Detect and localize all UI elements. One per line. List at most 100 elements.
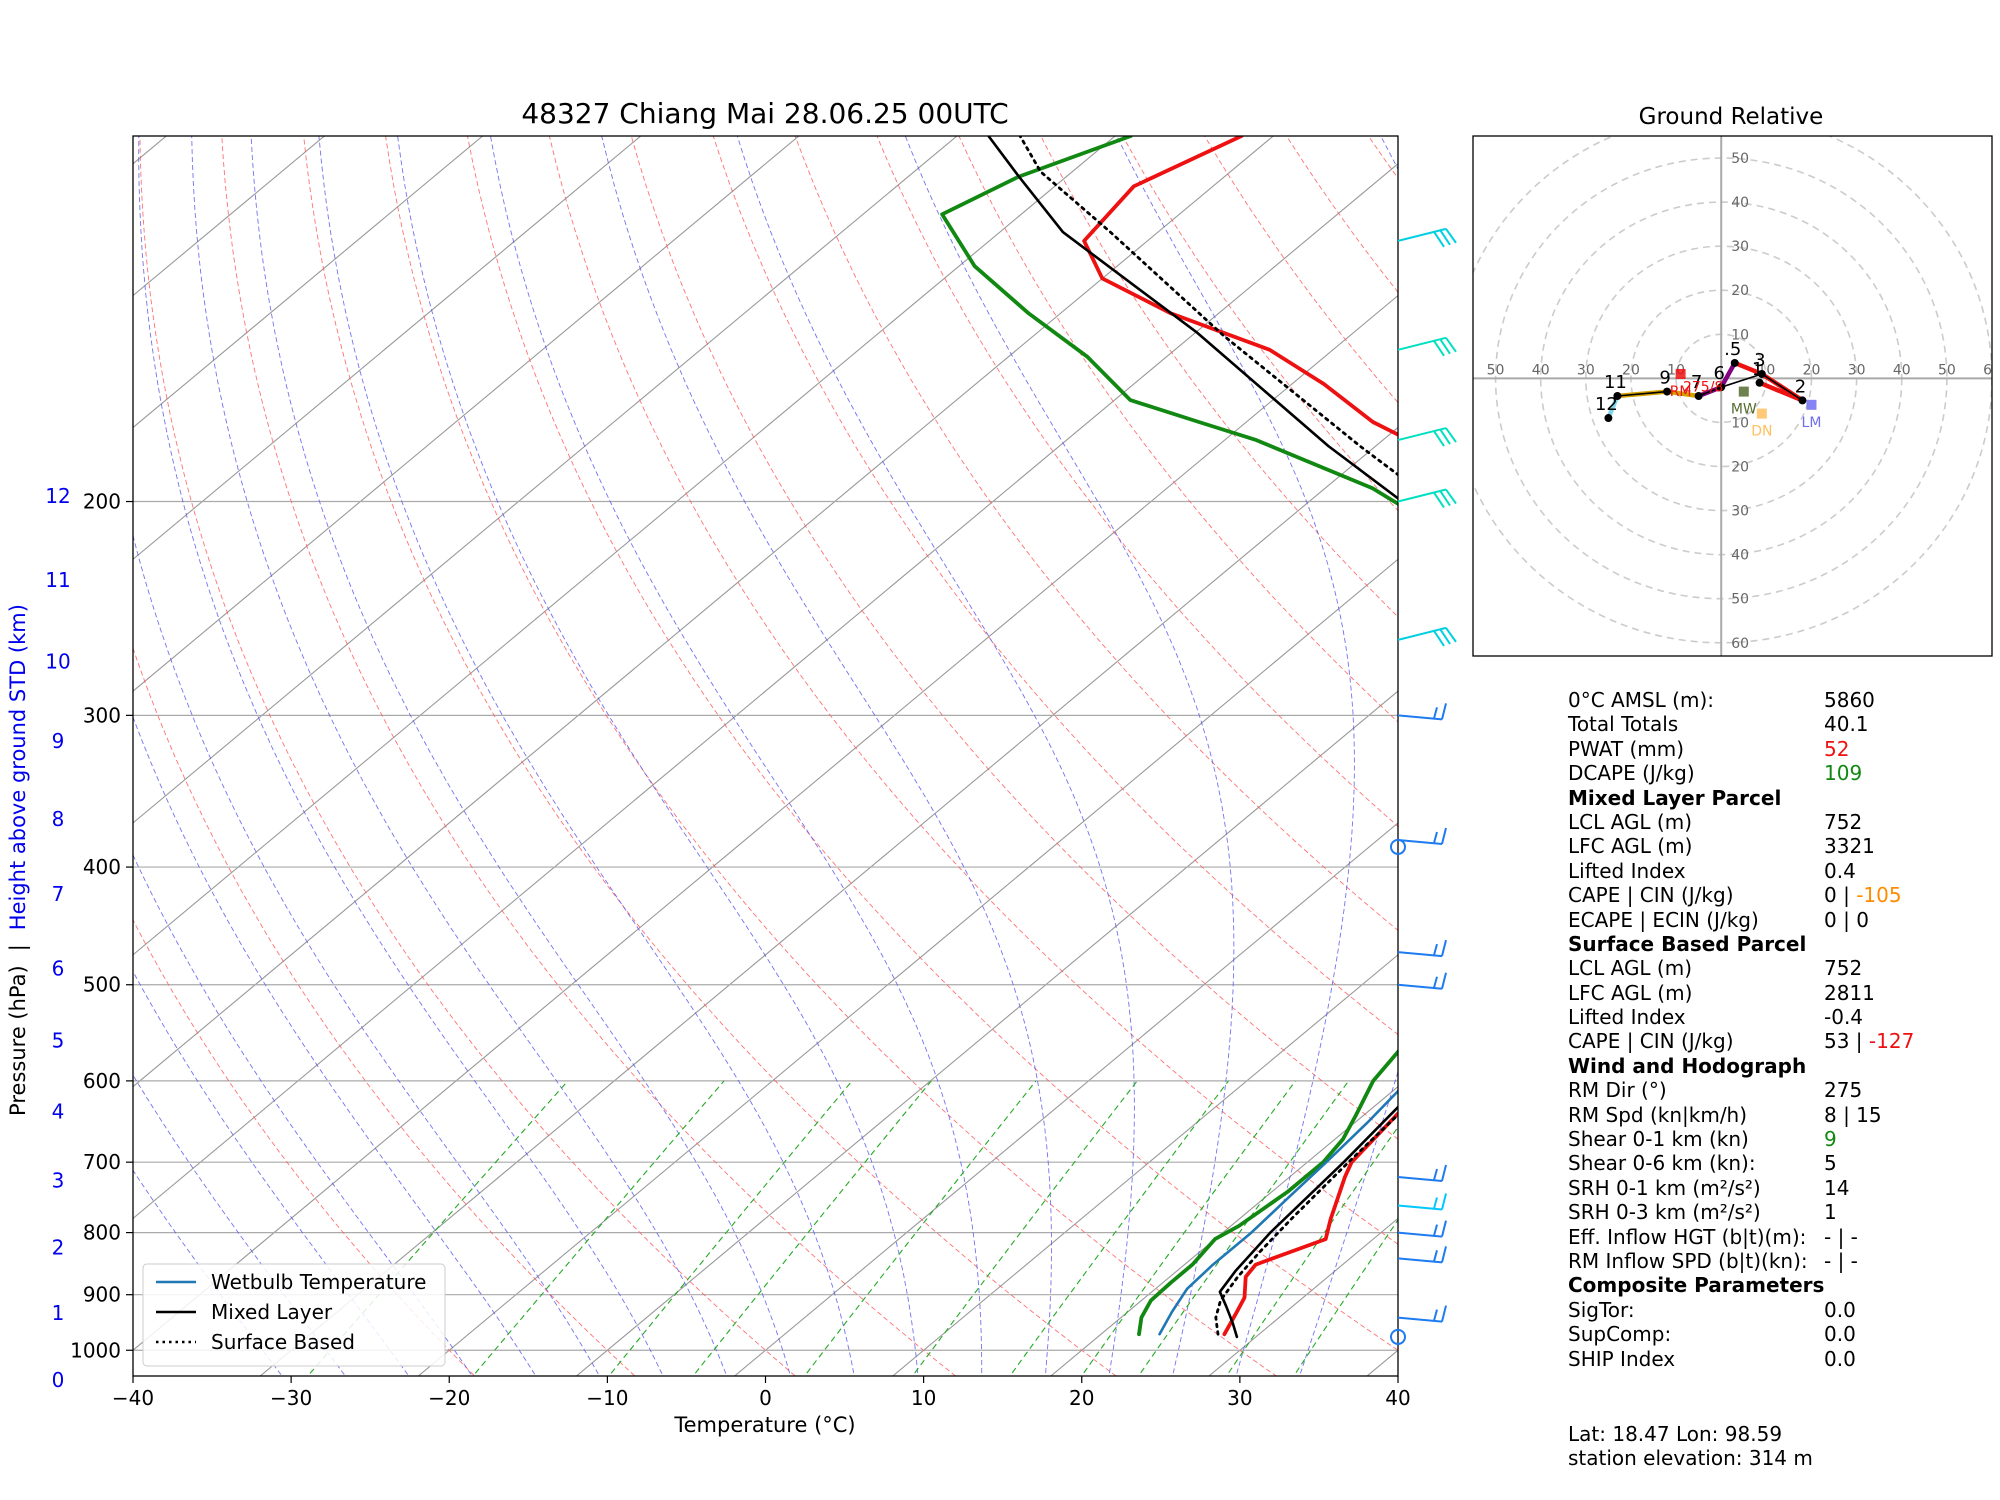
height-tick-label: 10 [45, 650, 70, 674]
hodograph-height-label: 11 [1604, 372, 1627, 393]
param-value: 0.4 [1824, 859, 1856, 883]
hodograph-ring-label: 60 [1983, 362, 2000, 378]
legend-label-wetbulb: Wetbulb Temperature [211, 1270, 426, 1294]
moist-adiabat-line [191, 136, 728, 1376]
hodograph-segment [1718, 360, 1738, 390]
shear-vector-line [1761, 373, 1803, 402]
hodograph-height-point [1730, 358, 1739, 367]
wind-barb-glyph [1397, 1164, 1447, 1183]
hodograph-ring-label: 50 [1731, 151, 1749, 167]
param-value-primary: 1 [1824, 1200, 1837, 1225]
shear-vector-line [1698, 386, 1722, 397]
param-value: 0.0 [1824, 1322, 1856, 1346]
param-value-primary: 0 [1824, 883, 1837, 908]
moist-adiabat-line [133, 534, 600, 1376]
wind-barb-glyph [1397, 827, 1447, 846]
param-value: 2811 [1824, 981, 1875, 1005]
hodograph-grid: 5040302010102030405060504030201010203040… [1473, 136, 2000, 656]
pressure-tick-label: 500 [83, 973, 121, 997]
param-value-primary: 8 | 15 [1824, 1102, 1882, 1127]
shear-vector-line [1617, 390, 1668, 397]
wind-barb [1390, 838, 1406, 855]
isotherm-line [133, 136, 1275, 1088]
param-label: Shear 0-6 km (kn): [1568, 1151, 1756, 1176]
height-tick-label: 7 [52, 882, 65, 906]
param-label: LCL AGL (m) [1568, 809, 1693, 834]
surface-based-parcel [1018, 136, 1398, 1336]
height-tick-label: 9 [52, 729, 65, 753]
hodograph-ring-label: 50 [1731, 592, 1749, 608]
calm-wind-circle [1390, 838, 1406, 855]
param-value: 0 | 0 [1824, 908, 1869, 932]
param-value: 8 | 15 [1824, 1103, 1882, 1127]
wind-barb-glyph [1397, 626, 1457, 647]
param-value: 52 [1824, 737, 1849, 761]
isotherm-line [1050, 1085, 1398, 1376]
param-value-separator: | [1836, 883, 1857, 908]
mixing-ratio-line [911, 1080, 1138, 1376]
param-value-primary: 53 [1824, 1029, 1850, 1054]
param-label: Shear 0-1 km (kn) [1568, 1127, 1749, 1152]
moist-adiabat-line [138, 136, 664, 1376]
param-label: SRH 0-3 km (m²/s²) [1568, 1200, 1761, 1225]
dry-adiabat-line [467, 136, 1398, 1351]
hodograph-height-point [1694, 392, 1703, 400]
param-value: 3321 [1824, 834, 1875, 858]
param-label: DCAPE (J/kg) [1568, 761, 1695, 786]
hodograph-height-label: 3 [1754, 350, 1765, 371]
param-label: LFC AGL (m) [1568, 834, 1693, 859]
hodograph-ring-label: 20 [1731, 460, 1749, 476]
hodograph-height-label: 7 [1691, 372, 1702, 393]
dry-adiabat-line [630, 136, 1398, 1140]
mixed-layer-parcel [987, 136, 1398, 1339]
wind-barb-glyph [1397, 227, 1457, 248]
moist-adiabat-line [904, 136, 1235, 1376]
param-label: 0°C AMSL (m): [1568, 688, 1715, 712]
mixing-ratio-line [1009, 1080, 1229, 1376]
param-value-separator: | [1836, 907, 1857, 932]
dry-adiabat-line [958, 136, 1398, 723]
wind-barb [1397, 336, 1457, 357]
param-value-primary: 14 [1824, 1175, 1850, 1200]
height-axis-label: Height above ground STD (km) [6, 604, 30, 930]
dry-adiabat-line [385, 136, 1278, 1376]
dry-adiabat-line [133, 647, 636, 1376]
pressure-tick-label: 400 [83, 855, 121, 879]
param-value-primary: 0.0 [1824, 1346, 1856, 1371]
param-label: Lifted Index [1568, 1005, 1686, 1030]
skewt-y-label: Pressure (hPa) | Height above ground STD (… [6, 604, 31, 1116]
wind-barb [1397, 626, 1457, 647]
param-label: ECAPE | ECIN (J/kg) [1568, 907, 1759, 932]
calm-wind-circle [1390, 1328, 1406, 1345]
param-value: 5860 [1824, 688, 1875, 712]
param-value-separator: | [1849, 1029, 1869, 1054]
hodograph-ring-label: 40 [1532, 362, 1550, 378]
param-value-primary: 109 [1824, 761, 1863, 786]
param-value-primary: - | - [1824, 1224, 1858, 1249]
wind-barb-glyph [1397, 703, 1447, 721]
height-tick-label: 12 [45, 484, 70, 508]
isotherm-line [891, 954, 1398, 1376]
param-value: 1 [1824, 1200, 1837, 1224]
legend-label-surface-based: Surface Based [211, 1330, 355, 1354]
param-value-primary: - | - [1824, 1248, 1858, 1273]
wind-barb-glyph [1397, 1220, 1447, 1238]
hodograph-marker-label: MW [1731, 402, 1757, 418]
hodograph-marker [1806, 399, 1817, 410]
param-value-primary: 275 [1824, 1078, 1863, 1103]
hodograph-title: Ground Relative [1639, 104, 1824, 130]
hodograph-ring-label: 30 [1731, 239, 1749, 255]
param-value-secondary: -105 [1856, 883, 1902, 908]
hodograph-height-point [1613, 392, 1622, 400]
param-value: 752 [1824, 810, 1862, 834]
isotherm-line [133, 136, 484, 429]
hodograph-height-label: .5 [1724, 339, 1741, 360]
mixing-ratio-line [1293, 1218, 1398, 1376]
param-value-primary: 9 [1824, 1127, 1837, 1152]
param-value-primary: 0.0 [1824, 1322, 1856, 1347]
param-value: 275 [1824, 1078, 1862, 1102]
mixing-ratio-line [472, 1080, 725, 1376]
hodograph-ring-label: 10 [1731, 327, 1749, 343]
hodograph-height-point [1717, 383, 1726, 392]
moist-adiabat-line [133, 715, 537, 1376]
